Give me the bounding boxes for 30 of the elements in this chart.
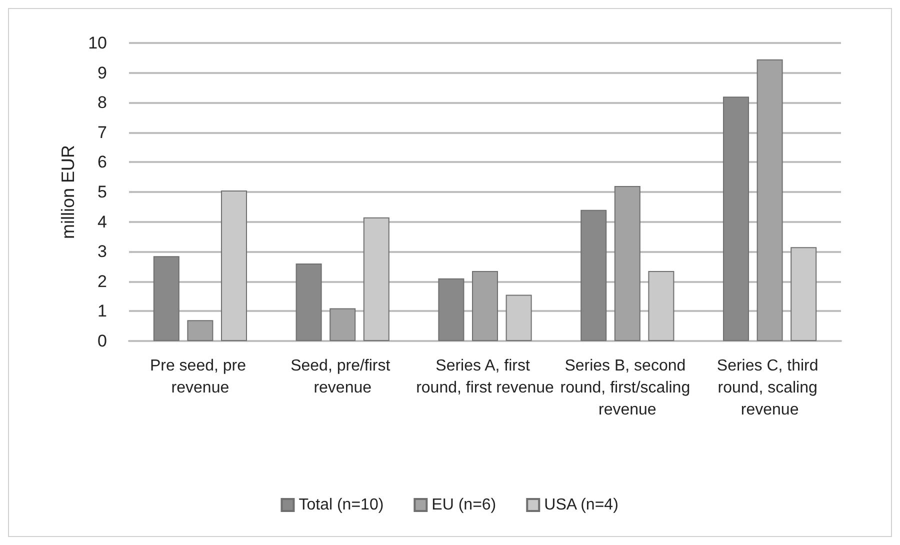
y-tick-label: 9 [98, 63, 107, 82]
bar [614, 186, 640, 341]
bar [723, 96, 749, 341]
bar [330, 308, 356, 341]
y-tick-label: 6 [98, 152, 107, 172]
y-tick-label: 5 [98, 182, 107, 202]
bar [438, 278, 464, 341]
bar [580, 210, 607, 341]
x-tick-label: Seed, pre/first revenue [290, 358, 395, 396]
bar [153, 256, 180, 341]
x-tick-label: Series B, second round, first/scaling revenue [560, 358, 695, 418]
bar [187, 320, 214, 341]
y-tick-label: 2 [98, 272, 107, 291]
legend-label: Total (n=10) [298, 496, 384, 514]
y-axis-title: million EUR [58, 144, 78, 240]
y-tick-label: 8 [98, 93, 107, 112]
y-tick-label: 0 [98, 332, 107, 350]
y-tick-label: 7 [98, 122, 107, 142]
bar [472, 270, 498, 341]
bar [756, 59, 783, 341]
y-tick-label: 1 [98, 302, 107, 321]
y-tick-label: 10 [88, 34, 107, 52]
x-tick-label: Series A, first round, first revenue [416, 358, 554, 396]
legend-label: USA (n=4) [544, 496, 618, 514]
x-tick-label: Pre seed, pre revenue [150, 358, 250, 396]
y-tick-label: 4 [98, 212, 107, 232]
y-tick-label: 3 [98, 242, 107, 262]
bar [296, 264, 322, 341]
x-tick-label: Series C, third round, scaling revenue [716, 358, 823, 418]
legend-label: EU (n=6) [432, 496, 496, 514]
